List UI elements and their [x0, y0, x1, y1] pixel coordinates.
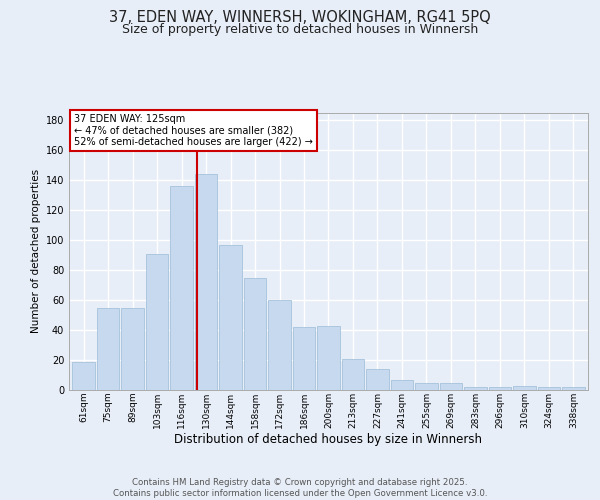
- Bar: [146, 254, 169, 390]
- Y-axis label: Number of detached properties: Number of detached properties: [31, 169, 41, 334]
- Text: Size of property relative to detached houses in Winnersh: Size of property relative to detached ho…: [122, 22, 478, 36]
- Bar: [293, 327, 315, 390]
- Bar: [366, 369, 389, 390]
- Bar: [391, 380, 413, 390]
- Bar: [170, 186, 193, 390]
- Bar: [562, 387, 584, 390]
- Text: 37, EDEN WAY, WINNERSH, WOKINGHAM, RG41 5PQ: 37, EDEN WAY, WINNERSH, WOKINGHAM, RG41 …: [109, 10, 491, 25]
- Bar: [440, 382, 462, 390]
- Bar: [513, 386, 536, 390]
- Bar: [195, 174, 217, 390]
- Bar: [317, 326, 340, 390]
- Bar: [73, 362, 95, 390]
- Bar: [488, 387, 511, 390]
- Bar: [415, 382, 437, 390]
- Bar: [97, 308, 119, 390]
- Bar: [121, 308, 144, 390]
- Bar: [538, 387, 560, 390]
- Bar: [342, 358, 364, 390]
- Bar: [220, 244, 242, 390]
- Bar: [268, 300, 291, 390]
- Bar: [244, 278, 266, 390]
- X-axis label: Distribution of detached houses by size in Winnersh: Distribution of detached houses by size …: [175, 434, 482, 446]
- Text: 37 EDEN WAY: 125sqm
← 47% of detached houses are smaller (382)
52% of semi-detac: 37 EDEN WAY: 125sqm ← 47% of detached ho…: [74, 114, 313, 147]
- Bar: [464, 387, 487, 390]
- Text: Contains HM Land Registry data © Crown copyright and database right 2025.
Contai: Contains HM Land Registry data © Crown c…: [113, 478, 487, 498]
